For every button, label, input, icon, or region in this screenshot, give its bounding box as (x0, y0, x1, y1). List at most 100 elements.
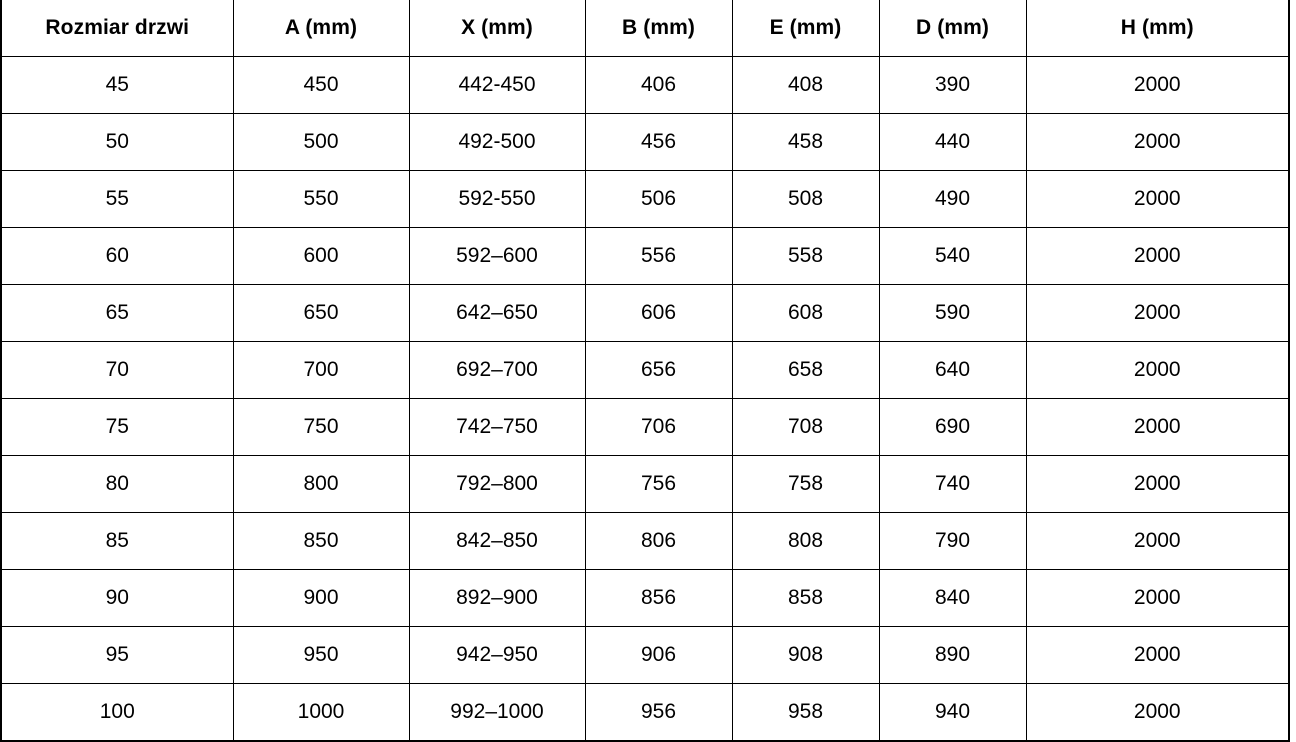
column-header-d: D (mm) (878, 0, 1027, 57)
cell-a: 850 (232, 512, 410, 570)
cell-d: 940 (878, 683, 1027, 741)
cell-h: 2000 (1025, 455, 1289, 513)
cell-a: 1000 (232, 683, 410, 741)
cell-d: 440 (878, 113, 1027, 171)
cell-e: 958 (731, 683, 880, 741)
cell-a: 750 (232, 398, 410, 456)
cell-b: 706 (584, 398, 733, 456)
table-row: 55 550 592-550 506 508 490 2000 (1, 170, 1289, 228)
cell-size: 65 (1, 284, 234, 342)
cell-d: 640 (878, 341, 1027, 399)
cell-b: 656 (584, 341, 733, 399)
cell-d: 540 (878, 227, 1027, 285)
column-header-b: B (mm) (584, 0, 733, 57)
cell-a: 700 (232, 341, 410, 399)
cell-a: 800 (232, 455, 410, 513)
table-row: 70 700 692–700 656 658 640 2000 (1, 341, 1289, 399)
cell-size: 60 (1, 227, 234, 285)
cell-h: 2000 (1025, 170, 1289, 228)
table-row: 60 600 592–600 556 558 540 2000 (1, 227, 1289, 285)
cell-b: 456 (584, 113, 733, 171)
cell-h: 2000 (1025, 113, 1289, 171)
cell-b: 956 (584, 683, 733, 741)
cell-size: 100 (1, 683, 234, 741)
cell-a: 900 (232, 569, 410, 627)
cell-d: 390 (878, 56, 1027, 114)
cell-x: 592–600 (408, 227, 586, 285)
cell-d: 690 (878, 398, 1027, 456)
cell-a: 550 (232, 170, 410, 228)
cell-d: 890 (878, 626, 1027, 684)
table-row: 80 800 792–800 756 758 740 2000 (1, 455, 1289, 513)
cell-a: 950 (232, 626, 410, 684)
cell-x: 742–750 (408, 398, 586, 456)
cell-size: 55 (1, 170, 234, 228)
cell-e: 858 (731, 569, 880, 627)
cell-x: 592-550 (408, 170, 586, 228)
cell-h: 2000 (1025, 227, 1289, 285)
cell-d: 590 (878, 284, 1027, 342)
cell-x: 942–950 (408, 626, 586, 684)
cell-b: 606 (584, 284, 733, 342)
cell-d: 740 (878, 455, 1027, 513)
cell-x: 842–850 (408, 512, 586, 570)
cell-d: 790 (878, 512, 1027, 570)
cell-h: 2000 (1025, 284, 1289, 342)
cell-x: 892–900 (408, 569, 586, 627)
cell-b: 756 (584, 455, 733, 513)
column-header-a: A (mm) (232, 0, 410, 57)
cell-size: 95 (1, 626, 234, 684)
table-row: 45 450 442-450 406 408 390 2000 (1, 56, 1289, 114)
cell-d: 490 (878, 170, 1027, 228)
cell-h: 2000 (1025, 398, 1289, 456)
table-row: 100 1000 992–1000 956 958 940 2000 (1, 683, 1289, 741)
table-header: Rozmiar drzwi A (mm) X (mm) B (mm) E (mm… (1, 0, 1289, 57)
table-row: 90 900 892–900 856 858 840 2000 (1, 569, 1289, 627)
cell-h: 2000 (1025, 569, 1289, 627)
column-header-h: H (mm) (1025, 0, 1289, 57)
table-row: 50 500 492-500 456 458 440 2000 (1, 113, 1289, 171)
cell-e: 558 (731, 227, 880, 285)
cell-a: 650 (232, 284, 410, 342)
cell-e: 758 (731, 455, 880, 513)
cell-size: 45 (1, 56, 234, 114)
cell-b: 856 (584, 569, 733, 627)
cell-x: 442-450 (408, 56, 586, 114)
column-header-size: Rozmiar drzwi (1, 0, 234, 57)
cell-e: 708 (731, 398, 880, 456)
cell-h: 2000 (1025, 512, 1289, 570)
cell-e: 908 (731, 626, 880, 684)
cell-h: 2000 (1025, 626, 1289, 684)
cell-d: 840 (878, 569, 1027, 627)
cell-b: 806 (584, 512, 733, 570)
cell-e: 508 (731, 170, 880, 228)
table-row: 75 750 742–750 706 708 690 2000 (1, 398, 1289, 456)
cell-size: 75 (1, 398, 234, 456)
cell-a: 450 (232, 56, 410, 114)
table-row: 85 850 842–850 806 808 790 2000 (1, 512, 1289, 570)
cell-h: 2000 (1025, 56, 1289, 114)
column-header-x: X (mm) (408, 0, 586, 57)
cell-x: 492-500 (408, 113, 586, 171)
cell-a: 600 (232, 227, 410, 285)
cell-e: 658 (731, 341, 880, 399)
cell-e: 608 (731, 284, 880, 342)
cell-e: 408 (731, 56, 880, 114)
cell-size: 90 (1, 569, 234, 627)
cell-size: 85 (1, 512, 234, 570)
cell-b: 556 (584, 227, 733, 285)
cell-a: 500 (232, 113, 410, 171)
cell-x: 692–700 (408, 341, 586, 399)
table-body: 45 450 442-450 406 408 390 2000 50 500 492-500 456… (1, 56, 1289, 741)
cell-x: 992–1000 (408, 683, 586, 741)
table-header-row: Rozmiar drzwi A (mm) X (mm) B (mm) E (mm… (1, 0, 1289, 57)
cell-size: 80 (1, 455, 234, 513)
cell-b: 406 (584, 56, 733, 114)
cell-x: 792–800 (408, 455, 586, 513)
cell-e: 458 (731, 113, 880, 171)
cell-size: 70 (1, 341, 234, 399)
cell-h: 2000 (1025, 683, 1289, 741)
cell-x: 642–650 (408, 284, 586, 342)
table-row: 95 950 942–950 906 908 890 2000 (1, 626, 1289, 684)
